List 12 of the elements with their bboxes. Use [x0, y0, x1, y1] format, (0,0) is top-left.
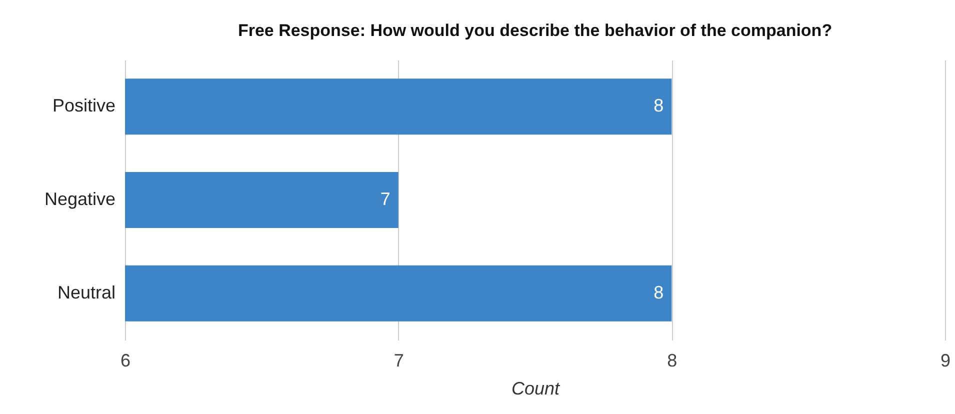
x-axis-title: Count [511, 378, 561, 398]
x-tick-label: 8 [667, 350, 678, 370]
data-label: 7 [380, 189, 390, 209]
chart-title: Free Response: How would you describe the behavior of the companion? [238, 21, 832, 40]
x-tick-label: 9 [940, 350, 951, 370]
y-tick-label: Negative [44, 189, 116, 209]
data-label: 8 [654, 96, 664, 116]
y-tick-label: Neutral [57, 282, 116, 302]
y-tick-label: Positive [52, 96, 116, 116]
x-tick-label: 7 [394, 350, 404, 370]
x-tick-label: 6 [120, 350, 131, 370]
data-label: 8 [654, 282, 664, 302]
